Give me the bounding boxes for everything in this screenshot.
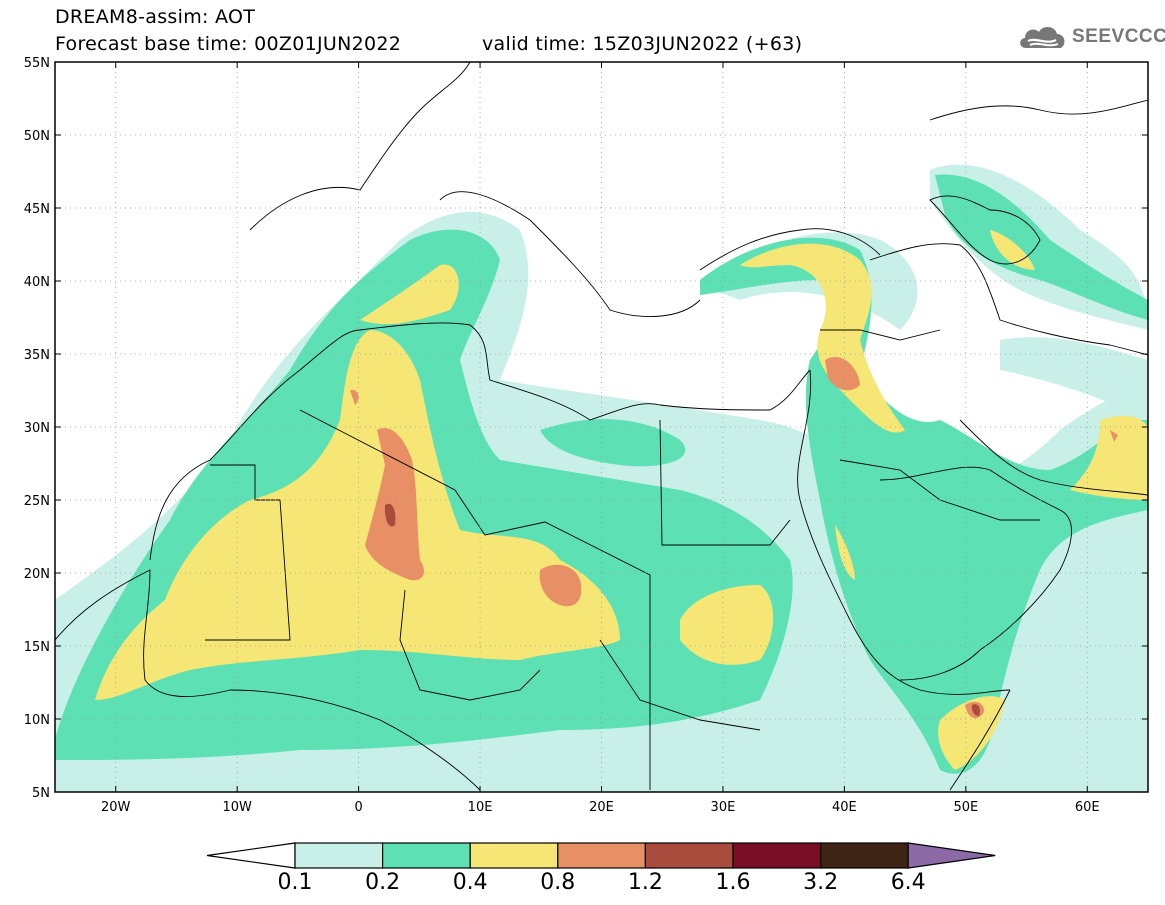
lat-label: 10N — [24, 713, 50, 728]
colorbar-label: 0.2 — [365, 870, 401, 895]
cloud-icon — [1020, 26, 1065, 48]
lat-label: 55N — [24, 56, 50, 71]
seevccc-logo: SEEVCCC — [1016, 22, 1165, 52]
aot-field — [55, 164, 1148, 792]
title-product: DREAM8-assim: AOT — [55, 6, 256, 28]
colorbar-swatch — [819, 842, 909, 869]
colorbar-label: 0.4 — [452, 870, 488, 895]
lat-label: 45N — [24, 202, 50, 217]
lon-label: 10W — [222, 800, 252, 815]
lon-axis: 20W 10W 0 10E 20E 30E 40E 50E 60E — [101, 62, 1100, 815]
colorbar-swatch — [644, 842, 734, 869]
colorbar-swatch — [557, 842, 646, 869]
lon-label: 30E — [711, 800, 736, 815]
lon-label: 20W — [101, 800, 131, 815]
lat-label: 25N — [24, 494, 50, 509]
lat-label: 40N — [24, 275, 50, 290]
lat-label: 35N — [24, 348, 50, 363]
lat-label: 5N — [32, 786, 50, 801]
lat-label: 15N — [24, 640, 50, 655]
colorbar-label: 3.2 — [803, 870, 839, 895]
lat-label: 20N — [24, 567, 50, 582]
colorbar — [206, 842, 996, 869]
title-valid-time: valid time: 15Z03JUN2022 (+63) — [482, 33, 803, 55]
logo-text: SEEVCCC — [1072, 26, 1165, 47]
colorbar-swatch — [382, 842, 471, 869]
lon-label: 20E — [589, 800, 614, 815]
colorbar-label: 0.8 — [540, 870, 576, 895]
colorbar-swatch — [294, 842, 384, 869]
lat-axis: 5N 10N 15N 20N 25N 30N 35N 40N 45N 50N 55N — [24, 56, 1148, 801]
lon-label: 60E — [1075, 800, 1100, 815]
aot-band-0.4 — [95, 230, 1148, 770]
colorbar-overflow-triangle — [907, 842, 996, 869]
colorbar-label: 1.2 — [627, 870, 663, 895]
colorbar-underflow-triangle — [206, 842, 296, 869]
lon-label: 0 — [354, 800, 362, 815]
colorbar-swatch — [469, 842, 559, 869]
colorbar-label: 1.6 — [715, 870, 751, 895]
lat-label: 50N — [24, 129, 50, 144]
grid — [55, 62, 1148, 792]
lon-label: 40E — [832, 800, 857, 815]
title-base-time: Forecast base time: 00Z01JUN2022 — [55, 33, 402, 55]
lat-label: 30N — [24, 421, 50, 436]
colorbar-label: 6.4 — [890, 870, 926, 895]
colorbar-label: 0.1 — [277, 870, 313, 895]
aot-band-1.2 — [384, 503, 981, 716]
lon-label: 50E — [953, 800, 978, 815]
coastlines — [55, 62, 1148, 791]
colorbar-swatch — [732, 842, 822, 869]
lon-label: 10E — [468, 800, 493, 815]
